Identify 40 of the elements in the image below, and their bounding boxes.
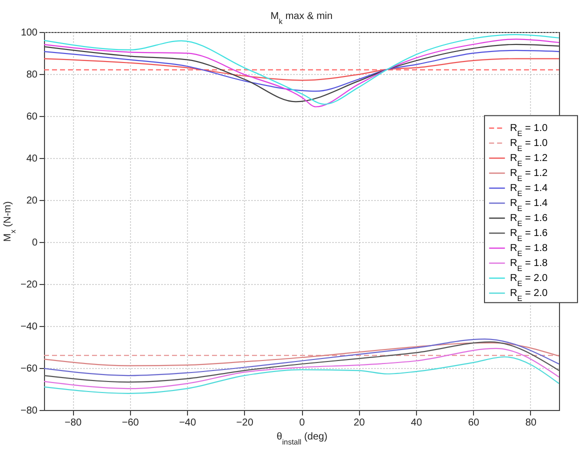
line-series — [44, 348, 559, 390]
legend-label: R$_{E}$ = 1.2 — [510, 153, 548, 168]
line-series — [44, 341, 559, 383]
legend-label: R$_{E}$ = 1.4 — [510, 198, 548, 213]
line-series — [44, 50, 559, 92]
legend-label: R$_{E}$ = 1.6 — [510, 213, 548, 228]
legend-label: R$_{E}$ = 1.0 — [510, 123, 548, 138]
y-tick-label: 0 — [32, 238, 38, 248]
y-tick-label: −60 — [20, 364, 38, 374]
legend-label: R$_{E}$ = 1.6 — [510, 228, 548, 243]
x-tick-label: −60 — [122, 418, 140, 428]
y-tick-label: 20 — [26, 196, 38, 206]
line-series — [44, 356, 559, 394]
legend-label: R$_{E}$ = 2.0 — [510, 288, 548, 303]
line-series — [44, 338, 559, 376]
x-tick-label: −20 — [236, 418, 254, 428]
y-tick-label: 40 — [26, 154, 38, 164]
y-tick-label: 60 — [26, 112, 38, 122]
chart-title: M$_{k}$ max & min — [270, 11, 333, 26]
x-tick-label: 40 — [410, 418, 422, 428]
x-tick-label: 20 — [354, 418, 366, 428]
legend-label: R$_{E}$ = 1.0 — [510, 138, 548, 153]
line-series — [44, 342, 559, 366]
x-tick-label: −80 — [64, 418, 82, 428]
x-tick-label: −40 — [179, 418, 196, 428]
legend-label: R$_{E}$ = 1.8 — [510, 258, 548, 273]
x-tick-label: 0 — [299, 418, 306, 428]
line-series — [44, 58, 559, 81]
y-tick-label: −40 — [20, 322, 38, 332]
x-tick-label: 60 — [468, 418, 480, 428]
legend-label: R$_{E}$ = 1.2 — [510, 168, 548, 183]
x-axis-title: θ$_{install}$ (deg) — [276, 432, 328, 446]
legend-label: R$_{E}$ = 1.4 — [510, 183, 548, 198]
y-tick-label: −80 — [20, 406, 38, 416]
y-tick-label: 100 — [20, 28, 38, 38]
y-tick-label: −20 — [20, 280, 38, 290]
y-tick-label: 80 — [26, 70, 38, 80]
legend-label: R$_{E}$ = 1.8 — [510, 243, 548, 258]
x-tick-label: 80 — [525, 418, 537, 428]
legend-label: R$_{E}$ = 2.0 — [510, 273, 548, 288]
